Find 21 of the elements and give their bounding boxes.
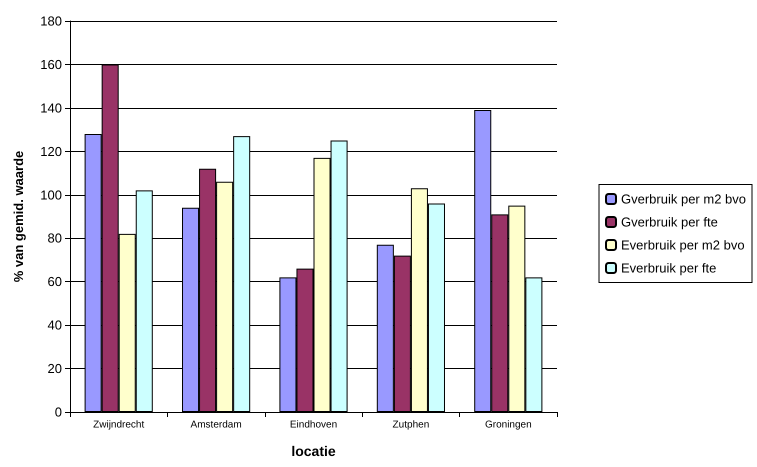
y-tick-label: 0 xyxy=(54,404,62,420)
y-tick-label: 180 xyxy=(40,14,62,28)
y-tick-label: 40 xyxy=(48,318,62,333)
y-axis-title: % van gemid. waarde xyxy=(11,150,26,282)
y-tick-label: 80 xyxy=(48,230,62,246)
y-tick-label: 60 xyxy=(48,274,62,290)
y-tick-label: 140 xyxy=(40,100,62,116)
y-tick-label: 160 xyxy=(40,56,62,72)
x-tick-label: Eindhoven xyxy=(290,420,338,430)
x-axis-title: locatie xyxy=(291,443,336,459)
x-tick-label: Zutphen xyxy=(392,420,430,430)
legend-label: Everbruik per m2 bvo xyxy=(621,238,745,252)
legend-label: Everbruik per fte xyxy=(621,260,716,276)
legend-label: Gverbruik per m2 bvo xyxy=(621,192,746,206)
legend-label: Gverbruik per fte xyxy=(621,214,718,230)
y-tick-label: 100 xyxy=(40,187,62,202)
y-tick-label: 120 xyxy=(40,144,62,159)
y-tick-label: 20 xyxy=(48,361,62,376)
x-tick-label: Zwijndrecht xyxy=(93,420,144,430)
x-tick-label: Groningen xyxy=(484,420,532,430)
x-tick-label: Amsterdam xyxy=(190,420,242,430)
